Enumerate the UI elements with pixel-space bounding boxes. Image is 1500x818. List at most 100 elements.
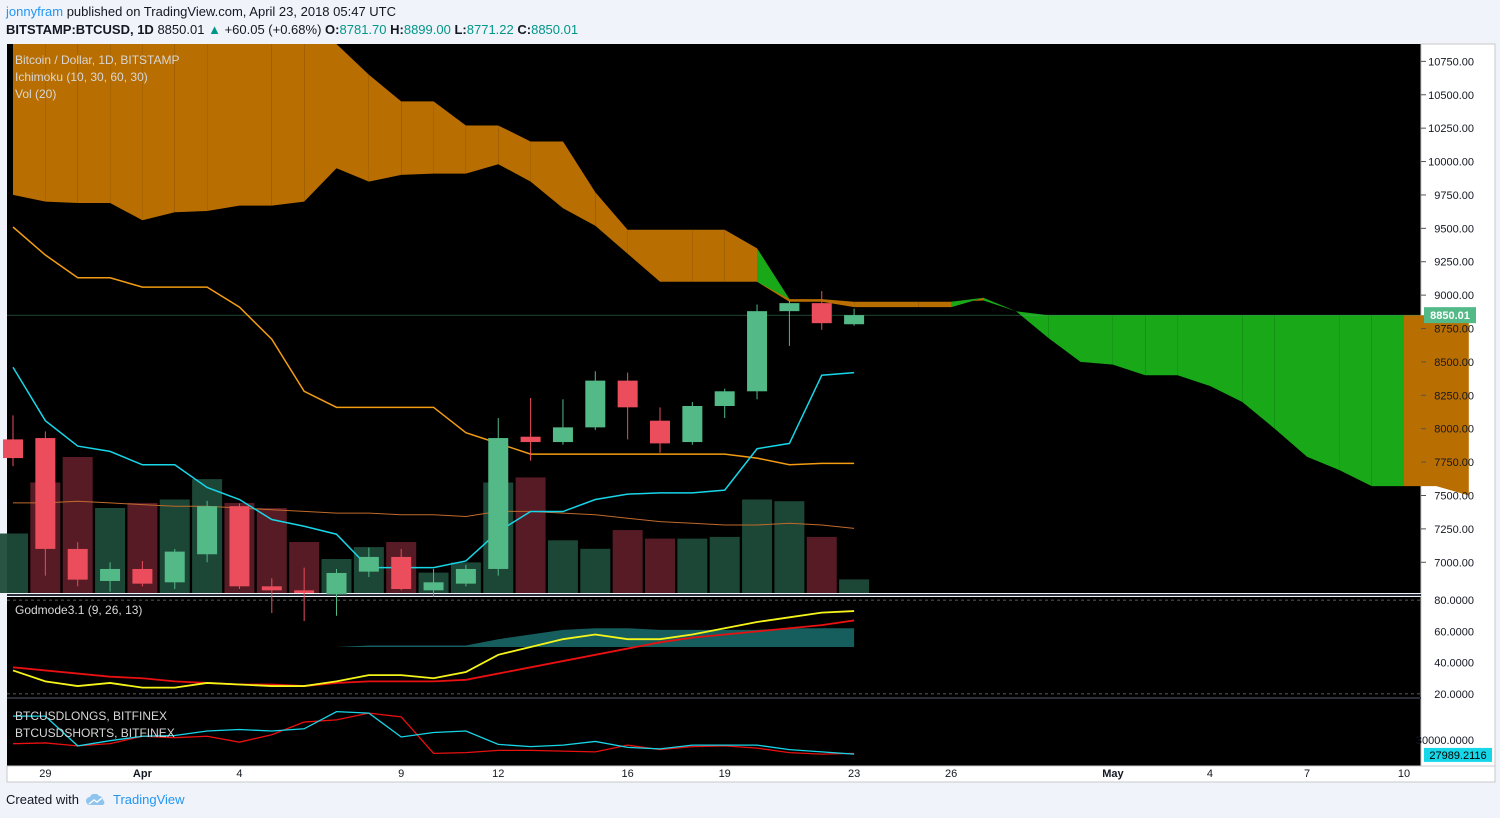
candle-body — [682, 405, 703, 443]
ichimoku-cloud-segment — [239, 44, 272, 206]
price-tick-label: 7500.00 — [1434, 490, 1474, 502]
ichimoku-cloud-segment — [498, 125, 531, 182]
candle-body — [779, 303, 800, 312]
candle-body — [747, 311, 768, 392]
volume-bar — [742, 499, 773, 593]
ichimoku-cloud-segment — [45, 44, 78, 203]
godmode-tick-label: 60.0000 — [1434, 626, 1474, 638]
ichimoku-cloud-segment — [1274, 315, 1307, 457]
candle-body — [100, 568, 121, 581]
time-tick-label: 4 — [236, 768, 242, 780]
ichimoku-cloud-segment — [1371, 315, 1404, 487]
price-tick-label: 8500.00 — [1434, 357, 1474, 369]
ichimoku-cloud-segment — [563, 141, 596, 226]
volume-bar — [806, 536, 837, 593]
ichimoku-cloud-segment — [660, 229, 693, 282]
vol-label: Vol (20) — [15, 87, 57, 101]
change-arrow: ▲ — [208, 22, 221, 37]
longs-line — [13, 710, 855, 755]
price-tick-label: 7000.00 — [1434, 557, 1474, 569]
godmode-tick-label: 80.0000 — [1434, 595, 1474, 607]
ichimoku-cloud-segment — [627, 229, 660, 282]
longs-label: BTCUSDLONGS, BITFINEX — [15, 709, 168, 723]
ichimoku-cloud-segment — [595, 192, 628, 254]
ichimoku-cloud-segment — [1048, 315, 1081, 362]
candle-body — [585, 380, 606, 428]
time-tick-label: 12 — [492, 768, 504, 780]
time-tick-label: Apr — [133, 768, 153, 780]
price-tick-label: 9750.00 — [1434, 190, 1474, 202]
godmode-tick-label: 20.0000 — [1434, 689, 1474, 701]
close-value: 8850.01 — [531, 22, 579, 37]
price-tick-label: 10250.00 — [1428, 123, 1474, 135]
ichimoku-cloud-segment — [724, 229, 758, 282]
ichimoku-cloud-segment — [433, 101, 466, 174]
ichimoku-cloud-segment — [401, 101, 434, 175]
ichimoku-cloud-segment — [1080, 315, 1113, 365]
price-tick-label: 8750.00 — [1434, 324, 1474, 336]
candle-body — [229, 506, 250, 587]
price-tick-label: 9500.00 — [1434, 223, 1474, 235]
time-tick-label: 4 — [1207, 768, 1213, 780]
candle-body — [391, 556, 412, 589]
low-value: 8771.22 — [466, 22, 514, 37]
publish-info: jonnyfram published on TradingView.com, … — [6, 4, 396, 19]
candle-body — [3, 439, 23, 459]
godmode-tick-label: 40.0000 — [1434, 658, 1474, 670]
ichimoku-cloud-segment — [1307, 315, 1340, 471]
candle-body — [650, 420, 670, 444]
tradingview-link[interactable]: TradingView — [85, 792, 185, 807]
ichimoku-cloud-segment — [1015, 311, 1049, 338]
ichimoku-cloud-segment — [886, 301, 919, 308]
ichimoku-cloud-segment — [271, 44, 305, 206]
ichimoku-cloud-segment — [530, 141, 563, 209]
open-value: 8781.70 — [339, 22, 387, 37]
tenkan-line — [12, 366, 855, 569]
ichimoku-cloud-segment — [1242, 315, 1275, 429]
ichimoku-cloud-segment — [1210, 315, 1243, 402]
ichimoku-cloud-segment — [854, 301, 887, 308]
author-link[interactable]: jonnyfram — [6, 4, 64, 19]
ichimoku-cloud-segment — [77, 44, 111, 203]
candle-body — [67, 548, 88, 580]
ichimoku-cloud-segment — [1404, 315, 1469, 496]
volume-bar — [709, 536, 740, 593]
ichimoku-cloud-segment — [1177, 315, 1210, 386]
open-label: O: — [325, 22, 340, 37]
high-value: 8899.00 — [403, 22, 451, 37]
symbol-label: BITSTAMP:BTCUSD, 1D — [6, 22, 154, 37]
positions-last-badge-label: 27989.2116 — [1429, 750, 1486, 762]
ichimoku-cloud-segment — [465, 125, 499, 174]
footer: Created with TradingView — [6, 792, 185, 807]
created-with-text: Created with — [6, 792, 79, 807]
candle-body — [617, 380, 638, 408]
positions-last-badge — [1424, 747, 1492, 762]
ichimoku-cloud-segment — [110, 44, 143, 221]
time-tick-label: 10 — [1398, 768, 1410, 780]
ichimoku-cloud-segment — [983, 297, 1016, 312]
positions-tick-label: 30000.0000 — [1416, 735, 1474, 747]
candle-body — [358, 556, 379, 572]
time-tick-label: May — [1102, 768, 1124, 780]
volume-bar — [612, 530, 643, 593]
price-tick-label: 8000.00 — [1434, 424, 1474, 436]
ichimoku-cloud-segment — [918, 301, 952, 308]
price-tick-label: 10000.00 — [1428, 157, 1474, 169]
high-label: H: — [390, 22, 404, 37]
candle-body — [811, 303, 832, 324]
kijun-line — [12, 226, 855, 466]
candle-body — [132, 568, 153, 584]
godmode-red-line — [12, 619, 855, 687]
positions-pane-bg — [7, 699, 1421, 766]
candle-body — [326, 572, 347, 595]
price-change: +60.05 (+0.68%) — [224, 22, 322, 37]
time-tick-label: 26 — [945, 768, 957, 780]
ichimoku-cloud-segment — [1339, 315, 1372, 487]
candle-body — [488, 438, 509, 569]
time-tick-label: 7 — [1304, 768, 1310, 780]
volume-bar — [677, 538, 708, 593]
symbol-info: BITSTAMP:BTCUSD, 1D 8850.01 ▲ +60.05 (+0… — [6, 22, 578, 37]
price-tick-label: 8250.00 — [1434, 390, 1474, 402]
time-tick-label: 9 — [398, 768, 404, 780]
